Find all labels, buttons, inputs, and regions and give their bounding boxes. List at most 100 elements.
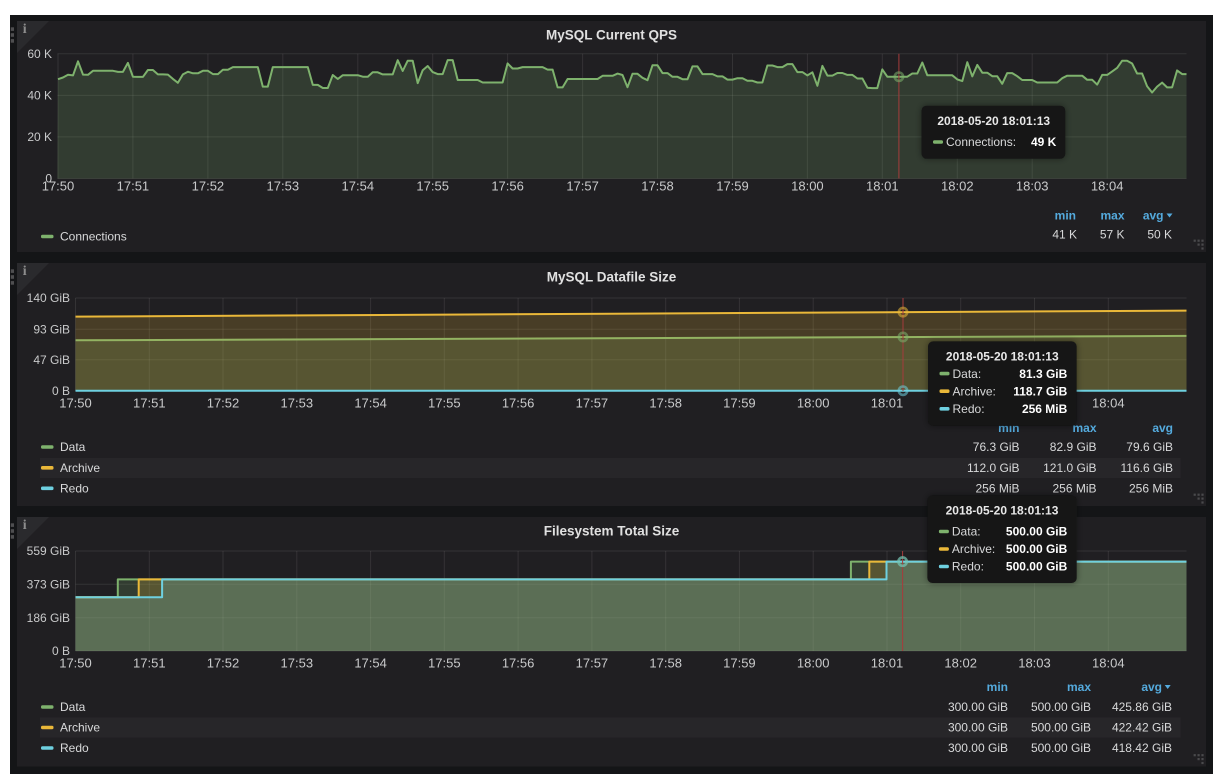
svg-text:Data: Data xyxy=(60,700,86,714)
svg-text:425.86 GiB: 425.86 GiB xyxy=(1112,700,1172,714)
svg-text:50 K: 50 K xyxy=(1147,228,1172,242)
svg-text:Archive:: Archive: xyxy=(952,542,995,556)
svg-text:60 K: 60 K xyxy=(27,47,52,61)
svg-text:Connections: Connections xyxy=(60,230,127,244)
svg-text:Redo:: Redo: xyxy=(953,402,985,416)
svg-text:256 MiB: 256 MiB xyxy=(975,482,1019,496)
svg-text:140 GiB: 140 GiB xyxy=(27,291,70,305)
svg-text:17:50: 17:50 xyxy=(59,396,92,411)
svg-text:17:55: 17:55 xyxy=(416,179,449,194)
svg-text:min: min xyxy=(1055,209,1076,223)
svg-text:500.00 GiB: 500.00 GiB xyxy=(1031,741,1091,755)
svg-text:17:57: 17:57 xyxy=(566,179,599,194)
svg-text:20 K: 20 K xyxy=(27,130,52,144)
svg-text:300.00 GiB: 300.00 GiB xyxy=(948,721,1008,735)
svg-text:i: i xyxy=(23,518,27,533)
svg-text:18:02: 18:02 xyxy=(944,656,977,671)
svg-text:Data:: Data: xyxy=(953,367,982,381)
svg-text:18:01: 18:01 xyxy=(871,656,904,671)
svg-text:Data: Data xyxy=(60,440,86,454)
svg-text:avg: avg xyxy=(1141,680,1162,694)
svg-text:112.0 GiB: 112.0 GiB xyxy=(967,461,1019,475)
svg-text:116.6 GiB: 116.6 GiB xyxy=(1121,461,1173,475)
svg-text:max: max xyxy=(1100,209,1124,223)
svg-text:500.00 GiB: 500.00 GiB xyxy=(1031,721,1091,735)
svg-text:500.00 GiB: 500.00 GiB xyxy=(1031,700,1091,714)
svg-text:17:57: 17:57 xyxy=(576,396,609,411)
svg-text:17:58: 17:58 xyxy=(641,179,674,194)
svg-text:18:04: 18:04 xyxy=(1092,656,1125,671)
svg-text:i: i xyxy=(23,22,27,37)
svg-text:17:51: 17:51 xyxy=(117,179,150,194)
svg-text:17:50: 17:50 xyxy=(59,656,92,671)
svg-text:18:04: 18:04 xyxy=(1092,396,1125,411)
svg-text:17:55: 17:55 xyxy=(428,396,461,411)
svg-text:min: min xyxy=(987,680,1008,694)
svg-text:17:54: 17:54 xyxy=(342,179,375,194)
svg-text:49 K: 49 K xyxy=(1031,135,1057,149)
svg-text:avg: avg xyxy=(1152,421,1173,435)
svg-text:300.00 GiB: 300.00 GiB xyxy=(948,741,1008,755)
svg-text:Archive: Archive xyxy=(60,461,100,475)
svg-text:MySQL Datafile Size: MySQL Datafile Size xyxy=(547,270,677,285)
svg-text:17:58: 17:58 xyxy=(649,396,682,411)
svg-text:81.3 GiB: 81.3 GiB xyxy=(1019,367,1067,381)
svg-text:17:51: 17:51 xyxy=(133,396,166,411)
svg-text:186 GiB: 186 GiB xyxy=(27,611,70,625)
svg-text:17:59: 17:59 xyxy=(723,656,756,671)
svg-text:118.7 GiB: 118.7 GiB xyxy=(1013,384,1067,398)
svg-text:47 GiB: 47 GiB xyxy=(33,353,70,367)
svg-text:300.00 GiB: 300.00 GiB xyxy=(948,700,1008,714)
svg-text:Filesystem Total Size: Filesystem Total Size xyxy=(544,524,680,539)
svg-text:18:03: 18:03 xyxy=(1018,656,1051,671)
svg-text:57 K: 57 K xyxy=(1100,228,1125,242)
svg-text:17:52: 17:52 xyxy=(207,396,240,411)
svg-text:500.00 GiB: 500.00 GiB xyxy=(1006,525,1068,539)
svg-text:17:56: 17:56 xyxy=(502,656,535,671)
svg-text:40 K: 40 K xyxy=(27,89,52,103)
svg-text:i: i xyxy=(23,264,27,279)
svg-text:Archive: Archive xyxy=(60,721,100,735)
svg-text:avg: avg xyxy=(1143,209,1164,223)
svg-text:17:54: 17:54 xyxy=(354,396,387,411)
svg-text:256 MiB: 256 MiB xyxy=(1129,482,1173,496)
svg-text:max: max xyxy=(1072,421,1096,435)
svg-text:500.00 GiB: 500.00 GiB xyxy=(1006,560,1068,574)
svg-text:121.0 GiB: 121.0 GiB xyxy=(1043,461,1096,475)
svg-text:18:04: 18:04 xyxy=(1091,179,1124,194)
svg-text:MySQL Current QPS: MySQL Current QPS xyxy=(546,28,677,43)
svg-text:500.00 GiB: 500.00 GiB xyxy=(1006,542,1068,556)
svg-text:Connections:: Connections: xyxy=(946,135,1016,149)
svg-text:17:52: 17:52 xyxy=(192,179,225,194)
svg-text:17:53: 17:53 xyxy=(281,396,314,411)
svg-text:17:53: 17:53 xyxy=(267,179,300,194)
svg-text:18:00: 18:00 xyxy=(791,179,824,194)
svg-text:256 MiB: 256 MiB xyxy=(1022,402,1068,416)
svg-text:18:01: 18:01 xyxy=(866,179,899,194)
svg-text:41 K: 41 K xyxy=(1052,228,1077,242)
svg-text:76.3 GiB: 76.3 GiB xyxy=(973,440,1020,454)
svg-text:2018-05-20 18:01:13: 2018-05-20 18:01:13 xyxy=(937,114,1050,128)
svg-text:418.42 GiB: 418.42 GiB xyxy=(1112,741,1172,755)
svg-text:18:02: 18:02 xyxy=(941,179,974,194)
svg-text:17:54: 17:54 xyxy=(354,656,387,671)
svg-text:2018-05-20 18:01:13: 2018-05-20 18:01:13 xyxy=(946,350,1059,364)
svg-text:17:50: 17:50 xyxy=(42,179,75,194)
svg-text:82.9 GiB: 82.9 GiB xyxy=(1050,440,1097,454)
svg-text:17:56: 17:56 xyxy=(491,179,524,194)
svg-text:17:57: 17:57 xyxy=(576,656,609,671)
svg-text:0: 0 xyxy=(45,172,52,186)
svg-text:17:58: 17:58 xyxy=(649,656,682,671)
svg-text:2018-05-20 18:01:13: 2018-05-20 18:01:13 xyxy=(946,504,1059,518)
svg-text:17:51: 17:51 xyxy=(133,656,166,671)
svg-text:Redo: Redo xyxy=(60,741,89,755)
svg-text:93 GiB: 93 GiB xyxy=(33,322,70,336)
svg-text:559 GiB: 559 GiB xyxy=(27,544,70,558)
svg-text:422.42 GiB: 422.42 GiB xyxy=(1112,721,1172,735)
svg-text:17:52: 17:52 xyxy=(207,656,240,671)
svg-text:17:55: 17:55 xyxy=(428,656,461,671)
svg-text:17:56: 17:56 xyxy=(502,396,535,411)
svg-text:18:01: 18:01 xyxy=(871,396,904,411)
svg-text:17:59: 17:59 xyxy=(723,396,756,411)
svg-text:18:00: 18:00 xyxy=(797,656,830,671)
